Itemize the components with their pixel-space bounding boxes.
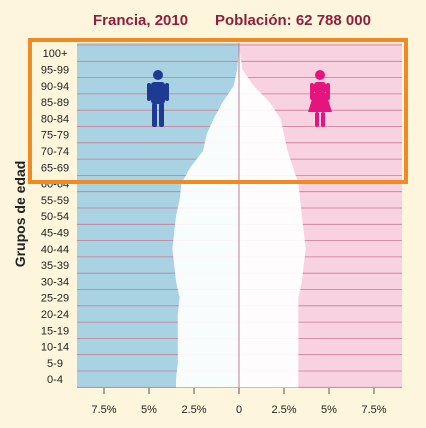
age-group-label: 100+ [43, 48, 68, 60]
highlight-box [28, 38, 408, 184]
x-tick-label: 5% [141, 404, 157, 416]
age-group-label: 95-99 [41, 64, 69, 76]
x-tick-label: 0 [236, 404, 242, 416]
age-group-label: 85-89 [41, 97, 69, 109]
age-group-label: 35-39 [41, 260, 69, 272]
age-group-label: 15-19 [41, 325, 69, 337]
x-tick-label: 5% [321, 404, 337, 416]
age-group-label: 30-34 [41, 276, 69, 288]
age-group-label: 40-44 [41, 244, 69, 256]
age-group-label: 90-94 [41, 81, 69, 93]
male-figure-icon [147, 70, 169, 127]
age-group-label: 20-24 [41, 309, 69, 321]
age-group-label: 80-84 [41, 113, 69, 125]
age-group-label: 55-59 [41, 195, 69, 207]
age-group-label: 45-49 [41, 227, 69, 239]
age-group-label: 65-69 [41, 162, 69, 174]
x-tick-label: 2.5% [181, 404, 206, 416]
age-group-label: 25-29 [41, 293, 69, 305]
female-figure-icon [308, 70, 332, 127]
chart-title-left: Francia, 2010 [93, 12, 188, 29]
x-tick-label: 2.5% [271, 404, 296, 416]
age-group-label: 5-9 [47, 358, 63, 370]
chart-title-right: Población: 62 788 000 [215, 12, 371, 29]
x-tick-label: 7.5% [91, 404, 116, 416]
y-axis-label: Grupos de edad [12, 161, 28, 268]
age-group-labels: 100+95-9990-9485-8980-8475-7970-7465-696… [41, 48, 69, 386]
age-group-label: 50-54 [41, 211, 69, 223]
age-group-label: 10-14 [41, 342, 69, 354]
age-group-label: 75-79 [41, 130, 69, 142]
x-axis-ticks: 7.5% 5% 2.5% 0 2.5% 5% 7.5% [91, 388, 387, 416]
age-group-label: 70-74 [41, 146, 69, 158]
x-tick-label: 7.5% [361, 404, 386, 416]
age-group-label: 0-4 [47, 374, 63, 386]
